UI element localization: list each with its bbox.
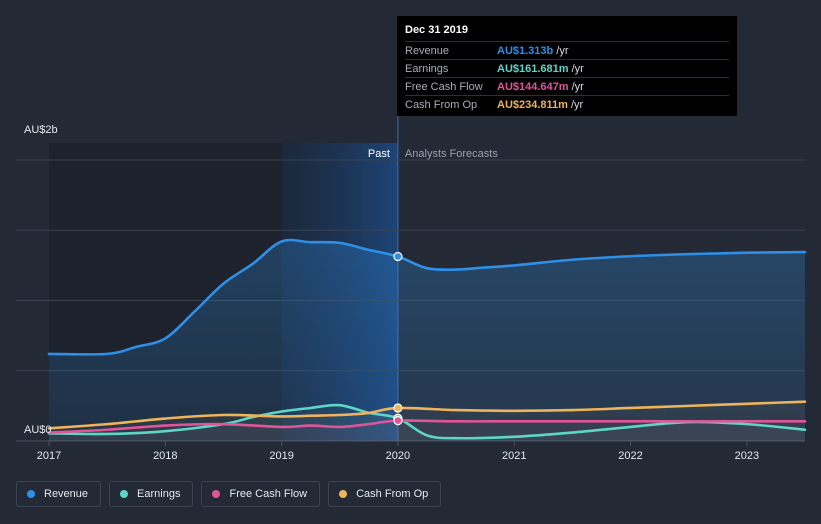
revenue-area [49, 239, 805, 441]
free-cash-flow-line [47, 419, 807, 434]
past-label: Past [368, 148, 390, 160]
legend-item-earnings[interactable]: Earnings [109, 481, 194, 507]
legend-item-revenue[interactable]: Revenue [16, 481, 102, 507]
tooltip-row-name: Cash From Op [405, 98, 478, 111]
legend-dot-icon [27, 490, 35, 498]
tooltip-row-value: AU$1.313b [497, 44, 554, 57]
tooltip-row-unit: /yr [571, 62, 584, 75]
y-axis-bottom-label: AU$0 [24, 424, 52, 436]
x-tick-label: 2018 [153, 450, 177, 462]
cash-from-op-line [47, 400, 807, 430]
tooltip-row-name: Earnings [405, 62, 449, 75]
earnings-area [49, 405, 805, 441]
x-tick-label: 2020 [386, 450, 410, 462]
tooltip-row-unit: /yr [571, 80, 584, 93]
legend-label: Earnings [137, 488, 181, 500]
x-tick-label: 2023 [735, 450, 759, 462]
hover-tooltip: Dec 31 2019 Revenue AU$1.313b/yr Earnings A… [397, 16, 737, 116]
cash-from-op-marker [393, 403, 403, 413]
legend-dot-icon [339, 490, 348, 498]
x-tick-label: 2022 [618, 450, 642, 462]
x-tick-label: 2021 [502, 450, 526, 462]
tooltip-row-unit: /yr [556, 44, 569, 57]
forecast-label: Analysts Forecasts [405, 148, 498, 160]
legend-label: Revenue [44, 488, 89, 500]
x-tick-label: 2019 [269, 450, 293, 462]
legend-item-cash-from-op[interactable]: Cash From Op [328, 481, 442, 507]
legend-dot-icon [212, 490, 221, 498]
x-tick-label: 2017 [37, 450, 61, 462]
legend-label: Cash From Op [356, 488, 429, 500]
tooltip-row-name: Free Cash Flow [405, 80, 483, 93]
tooltip-row-unit: /yr [570, 98, 584, 111]
legend-dot-icon [120, 490, 129, 498]
tooltip-row-value: AU$234.811m [497, 98, 568, 111]
tooltip-row: Revenue AU$1.313b/yr [405, 41, 729, 59]
legend-label: Free Cash Flow [229, 488, 308, 500]
tooltip-date: Dec 31 2019 [405, 24, 468, 36]
legend-item-free-cash-flow[interactable]: Free Cash Flow [201, 481, 321, 507]
chart-legend: Revenue Earnings Free Cash Flow Cash From O… [16, 481, 442, 507]
tooltip-row: Free Cash Flow AU$144.647m/yr [405, 77, 729, 95]
tooltip-row: Cash From Op AU$234.811m/yr [405, 95, 729, 113]
revenue-line [47, 238, 807, 356]
y-axis-top-label: AU$2b [24, 124, 58, 136]
tooltip-row-name: Revenue [405, 44, 450, 57]
revenue-marker [393, 251, 403, 262]
tooltip-row-value: AU$161.681m [497, 62, 569, 75]
tooltip-row: Earnings AU$161.681m/yr [405, 59, 729, 77]
tooltip-row-value: AU$144.647m [497, 80, 569, 93]
free-cash-flow-marker [393, 416, 403, 426]
